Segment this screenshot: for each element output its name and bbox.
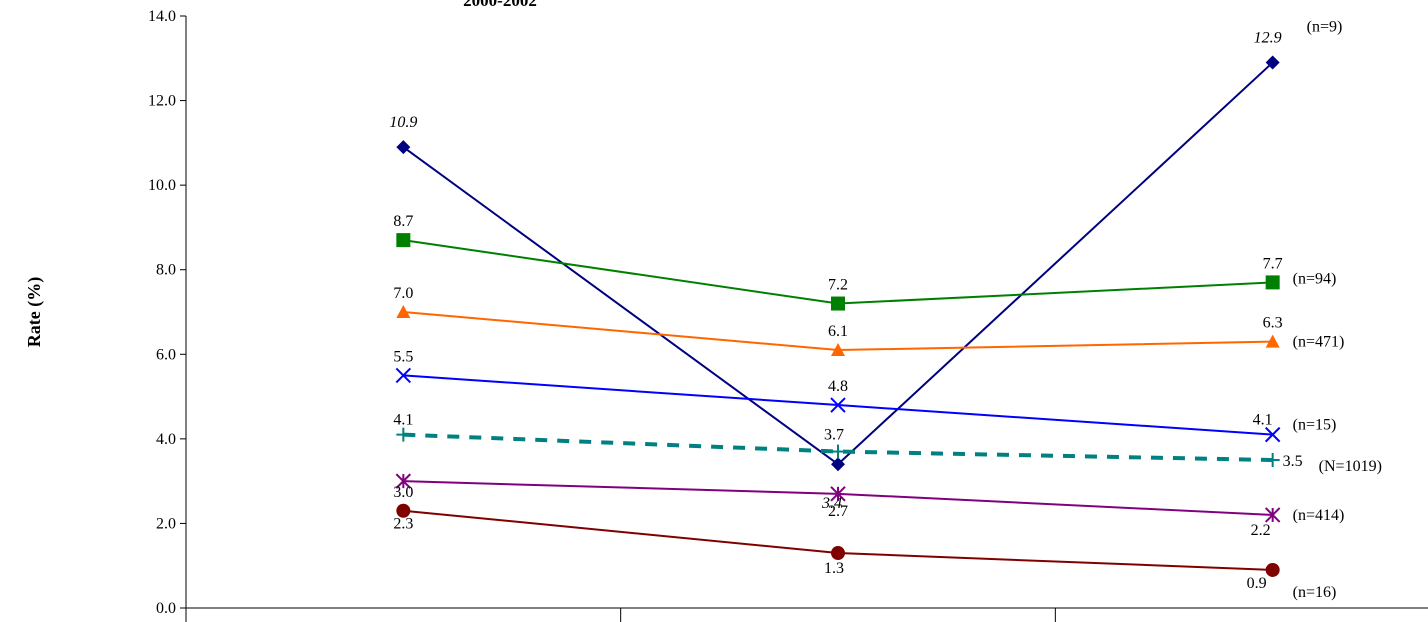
- data-label: 4.8: [828, 378, 848, 395]
- data-point-marker: [831, 296, 845, 311]
- data-point-marker: [1265, 562, 1280, 577]
- circle-marker: [396, 503, 411, 518]
- data-point-marker: [396, 427, 411, 442]
- data-point-marker: [1265, 334, 1280, 348]
- diamond-marker: [396, 140, 411, 155]
- square-marker: [396, 233, 411, 248]
- data-label: 3.4: [821, 495, 842, 512]
- data-label: 12.9: [1254, 30, 1282, 47]
- square-marker: [1265, 275, 1280, 290]
- data-point-marker: [396, 233, 411, 248]
- square-marker: [831, 296, 845, 311]
- x-marker-stroke: [830, 397, 846, 413]
- data-label: 2.2: [1251, 522, 1271, 539]
- data-label: 7.0: [393, 285, 413, 302]
- data-label: 3.7: [824, 427, 844, 444]
- series-n-label: (N=1019): [1319, 458, 1382, 475]
- y-tick-label: 12.0: [148, 93, 176, 110]
- data-point-marker: [831, 444, 845, 459]
- diamond-marker: [1265, 55, 1280, 70]
- data-point-marker: [1264, 507, 1281, 523]
- data-label: 6.3: [1263, 315, 1283, 332]
- data-label: 7.7: [1263, 255, 1283, 272]
- data-label: 5.5: [393, 348, 413, 365]
- triangle-marker: [396, 305, 411, 318]
- label-layer: 10.9 3.4 12.9 (n=9) 8.7 7.2 7.7 (n=94) 7.0 6.1 6.3…: [389, 19, 1382, 601]
- data-point-marker: [831, 457, 845, 472]
- chart-title: 2000-2002: [463, 0, 537, 10]
- circle-marker: [831, 546, 845, 561]
- data-point-marker: [1265, 275, 1280, 290]
- data-label: 1.3: [824, 560, 844, 577]
- series-layer: [395, 55, 1281, 577]
- data-point-marker: [831, 546, 845, 561]
- data-label: 10.9: [389, 114, 417, 131]
- data-point-marker: [396, 305, 411, 318]
- data-point-marker: [395, 473, 412, 489]
- y-tick-label: 14.0: [148, 8, 176, 25]
- x-marker-stroke: [395, 367, 412, 384]
- data-label: 4.1: [1253, 412, 1273, 429]
- data-point-marker: [1264, 426, 1281, 443]
- data-point-marker: [1265, 453, 1280, 467]
- data-label: 0.9: [1247, 575, 1267, 592]
- data-point-marker: [1265, 55, 1280, 70]
- series-line: [403, 239, 1273, 305]
- data-point-marker: [396, 140, 411, 155]
- data-label: 3.5: [1283, 453, 1303, 470]
- triangle-marker: [1265, 334, 1280, 348]
- data-label: 2.3: [393, 516, 413, 533]
- series-n-label: (n=414): [1293, 507, 1345, 524]
- y-tick-label: 4.0: [156, 431, 176, 448]
- y-tick-label: 2.0: [156, 515, 176, 532]
- data-label: 4.1: [393, 412, 413, 429]
- axes: 0.02.04.06.08.010.012.014.01999-002000-0…: [148, 8, 1428, 622]
- circle-marker: [1265, 562, 1280, 577]
- data-label: 3.0: [393, 484, 413, 501]
- data-label: 6.1: [828, 323, 848, 340]
- data-point-marker: [830, 486, 846, 502]
- series-n-label: (n=471): [1293, 334, 1345, 351]
- series-n-label: (n=94): [1293, 270, 1337, 287]
- data-label: 7.2: [828, 277, 848, 294]
- y-tick-label: 10.0: [148, 177, 176, 194]
- x-marker-stroke: [1264, 426, 1281, 443]
- data-point-marker: [395, 367, 412, 384]
- triangle-marker: [831, 343, 845, 357]
- data-label: 2.7: [828, 503, 848, 520]
- y-tick-label: 8.0: [156, 262, 176, 279]
- y-tick-label: 0.0: [156, 600, 176, 617]
- diamond-marker: [831, 457, 845, 472]
- data-label: 8.7: [393, 213, 413, 230]
- series-n-label: (n=16): [1293, 584, 1337, 601]
- data-point-marker: [831, 343, 845, 357]
- series-n-label: (n=9): [1307, 19, 1343, 36]
- data-point-marker: [830, 397, 846, 413]
- data-point-marker: [396, 503, 411, 518]
- y-tick-label: 6.0: [156, 346, 176, 363]
- series-n-label: (n=15): [1293, 417, 1337, 434]
- y-axis-label: Rate (%): [24, 277, 45, 347]
